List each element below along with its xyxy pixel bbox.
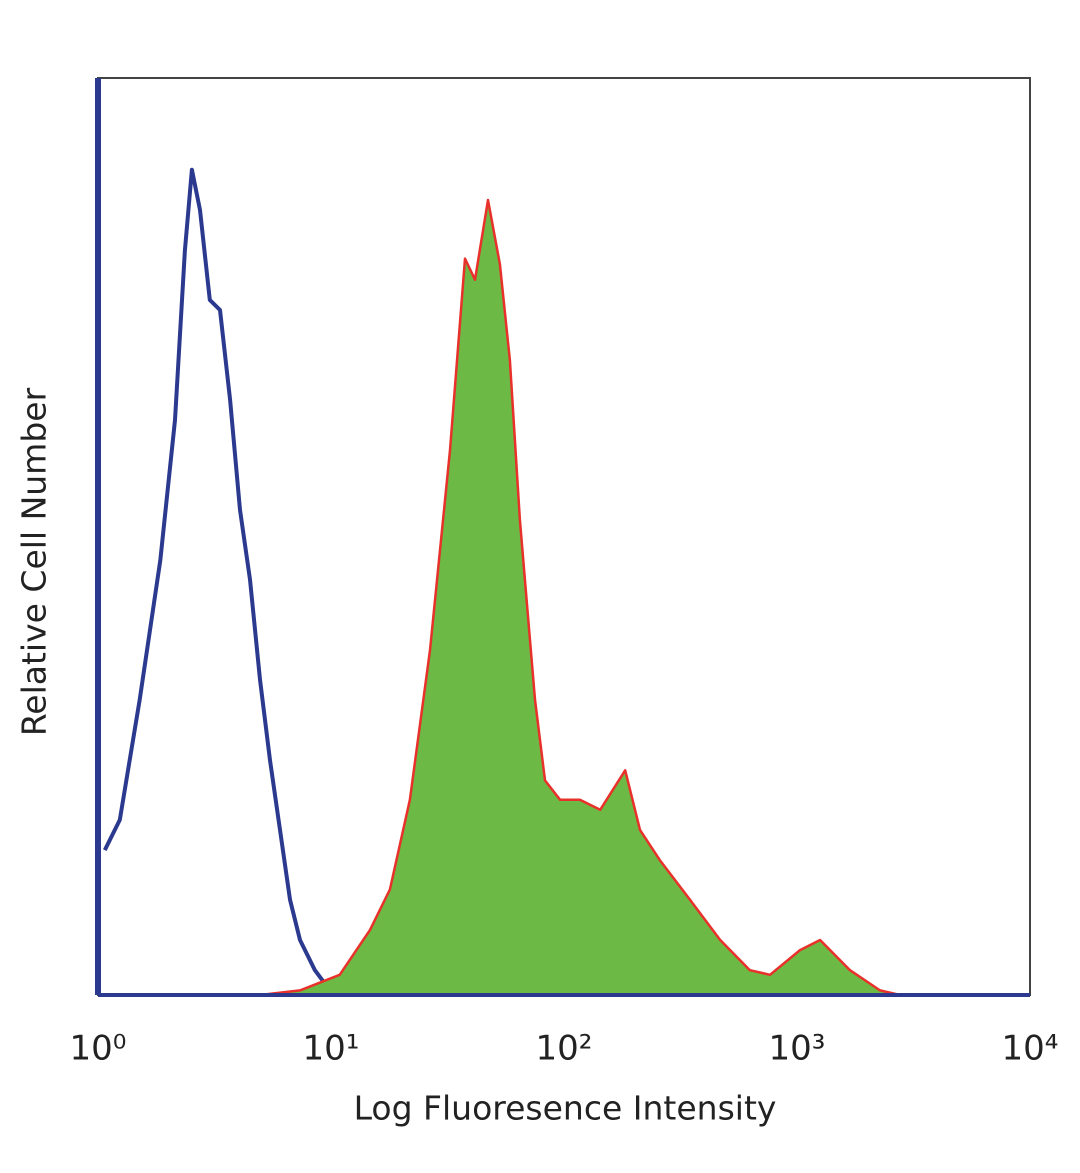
line	[103, 167, 346, 997]
y-axis-title: Relative Cell Number	[15, 387, 54, 736]
x-tick-label: 10⁰	[70, 1029, 127, 1069]
x-axis-title: Log Fluoresence Intensity	[354, 1089, 777, 1128]
x-tick-label: 10²	[536, 1029, 593, 1069]
area	[260, 200, 900, 995]
x-tick-label: 10³	[769, 1029, 826, 1069]
x-tick-label: 10⁴	[1002, 1029, 1059, 1069]
line	[259, 198, 901, 997]
x-tick-label: 10¹	[303, 1029, 360, 1069]
